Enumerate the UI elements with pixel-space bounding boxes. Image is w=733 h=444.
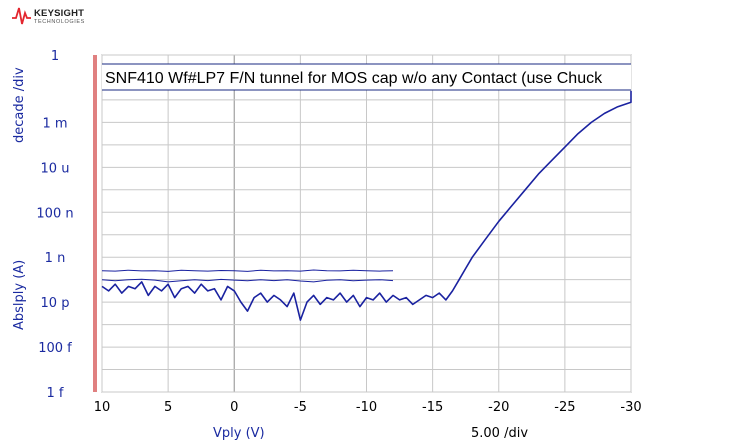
x-tick-label: 5 bbox=[164, 400, 172, 415]
series-line-2 bbox=[101, 278, 394, 283]
x-tick-labels: 10 5 0 -5 -10 -15 -20 -25 -30 bbox=[94, 400, 642, 415]
series-line-1 bbox=[101, 269, 394, 272]
x-tick-label: -20 bbox=[488, 400, 509, 415]
y-tick-label: 1 m bbox=[42, 116, 67, 131]
x-div-label: 5.00 /div bbox=[471, 426, 528, 441]
x-tick-label: 0 bbox=[230, 400, 238, 415]
y-tick-label: 1 n bbox=[45, 251, 66, 266]
brand-sub: TECHNOLOGIES bbox=[34, 19, 85, 25]
x-tick-label: -10 bbox=[356, 400, 377, 415]
y-tick-label: 100 n bbox=[36, 206, 73, 221]
keysight-logo: KEYSIGHT TECHNOLOGIES bbox=[12, 7, 85, 25]
x-tick-label: -5 bbox=[294, 400, 307, 415]
x-tick-label: 10 bbox=[94, 400, 111, 415]
y-axis-unit-label: decade /div bbox=[12, 67, 27, 143]
y-tick-label: 10 p bbox=[41, 296, 70, 311]
x-tick-label: -15 bbox=[422, 400, 443, 415]
y-tick-label: 100 f bbox=[38, 341, 72, 356]
keysight-wave-icon bbox=[12, 7, 31, 25]
y-tick-label: 1 f bbox=[47, 386, 64, 401]
x-axis-title: Vply (V) bbox=[213, 426, 265, 441]
title-background bbox=[102, 64, 631, 90]
x-tick-label: -30 bbox=[620, 400, 641, 415]
title-box: SNF410 Wf#LP7 F/N tunnel for MOS cap w/o… bbox=[102, 63, 631, 91]
chart-title: SNF410 Wf#LP7 F/N tunnel for MOS cap w/o… bbox=[105, 70, 603, 87]
data-traces bbox=[101, 90, 632, 321]
y-tick-label: 10 u bbox=[41, 161, 70, 176]
y-tick-labels: 1 1 m 10 u 100 n 1 n 10 p 100 f 1 f bbox=[36, 49, 73, 401]
y-axis-title: Abslply (A) bbox=[12, 260, 27, 330]
y-tick-label: 1 bbox=[51, 49, 59, 64]
brand-name: KEYSIGHT bbox=[34, 8, 84, 19]
series-line-3 bbox=[101, 90, 632, 321]
x-tick-label: -25 bbox=[554, 400, 575, 415]
